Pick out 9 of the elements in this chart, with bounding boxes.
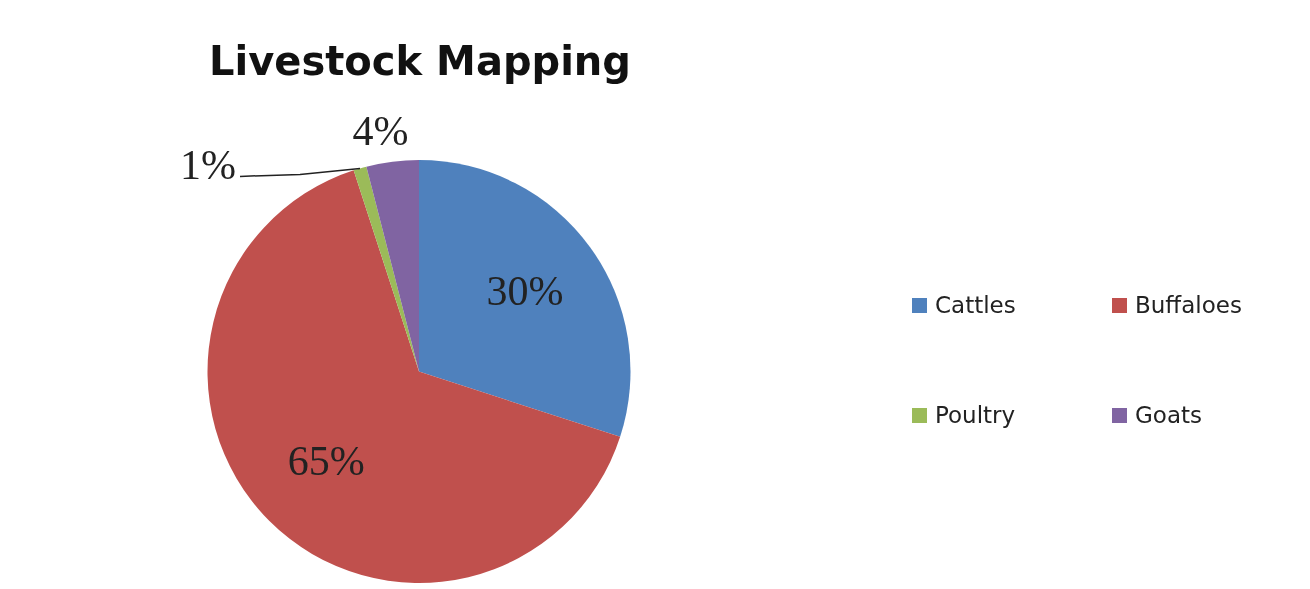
legend-label: Goats xyxy=(1135,402,1202,428)
legend-label: Poultry xyxy=(935,402,1016,428)
data-label: 1% xyxy=(179,142,236,189)
legend-label: Buffaloes xyxy=(1135,292,1242,318)
data-label: 4% xyxy=(352,107,409,154)
chart-title: Livestock Mapping xyxy=(208,38,632,84)
legend-label: Cattles xyxy=(935,292,1016,318)
data-label: 30% xyxy=(486,268,564,315)
data-label: 65% xyxy=(287,438,365,485)
